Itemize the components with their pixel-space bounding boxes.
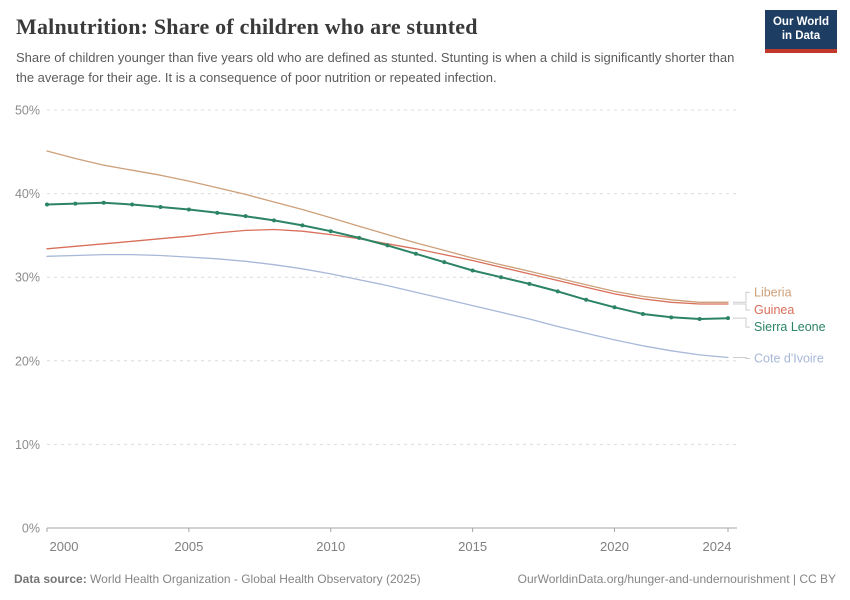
series-point-sierra-leone-2013 [413,251,418,256]
series-point-sierra-leone-2001 [73,201,78,206]
series-point-sierra-leone-2004 [158,204,163,209]
series-point-sierra-leone-2000 [45,202,49,207]
chart-header: Malnutrition: Share of children who are … [16,14,756,87]
series-label-cote-d-ivoire[interactable]: Cote d'Ivoire [754,351,824,365]
chart-canvas: 0% 10% 20% 30% 40% 50% 2000 2005 2010 2015 2020 202… [15,104,826,555]
series-point-sierra-leone-2002 [101,200,106,205]
x-tick-label-2020: 2020 [600,539,629,554]
label-connector-liberia [733,291,750,303]
y-tick-label-50: 50% [15,104,40,118]
x-tick-label-2000: 2000 [50,539,79,554]
data-source-text: World Health Organization - Global Healt… [86,572,421,586]
owid-logo[interactable]: Our World in Data [764,10,837,53]
x-tick-label-2024: 2024 [703,539,732,554]
data-source: Data source: World Health Organization -… [14,572,421,586]
y-tick-label-0: 0% [22,522,40,536]
line-chart: 0% 10% 20% 30% 40% 50% 2000 2005 2010 2015 2020 202… [0,95,850,565]
y-tick-label-20: 20% [15,354,40,368]
series-point-sierra-leone-2006 [215,210,220,215]
y-tick-label-40: 40% [15,187,40,201]
series-point-sierra-leone-2019 [584,297,589,302]
series-line-cote-d-ivoire[interactable] [46,253,729,359]
series-point-sierra-leone-2021 [640,311,645,316]
series-line-sierra-leone[interactable] [46,201,729,320]
series-point-sierra-leone-2024 [726,316,730,321]
series-point-sierra-leone-2003 [130,202,135,207]
page-title: Malnutrition: Share of children who are … [16,14,478,39]
series-point-sierra-leone-2010 [328,229,333,234]
page-subtitle: Share of children younger than five year… [16,50,735,85]
series-point-sierra-leone-2014 [442,260,447,265]
label-connector-guinea [733,303,750,311]
series-point-sierra-leone-2022 [669,315,674,320]
series-point-sierra-leone-2016 [499,275,503,280]
series-label-liberia[interactable]: Liberia [754,285,792,299]
chart-footer: Data source: World Health Organization -… [0,572,850,586]
label-connector-sierra-leone [733,317,750,328]
series-point-sierra-leone-2020 [612,305,617,310]
x-tick-label-2010: 2010 [316,539,345,554]
series-label-sierra-leone[interactable]: Sierra Leone [754,320,826,334]
y-tick-label-10: 10% [15,438,40,452]
series-point-sierra-leone-2005 [186,207,191,212]
x-tick-label-2005: 2005 [174,539,203,554]
series-point-sierra-leone-2018 [555,289,560,294]
footer-link[interactable]: OurWorldinData.org/hunger-and-undernouri… [517,572,836,586]
series-point-sierra-leone-2011 [357,235,362,240]
label-connector-cote-d-ivoire [733,356,750,359]
owid-logo-line2: in Data [781,29,821,42]
series-point-sierra-leone-2023 [697,317,702,321]
x-tick-label-2015: 2015 [458,539,487,554]
series-point-sierra-leone-2008 [272,218,276,223]
series-point-sierra-leone-2015 [470,268,475,273]
series-line-liberia[interactable] [46,150,729,303]
y-tick-label-30: 30% [15,271,40,285]
owid-logo-line1: Our World [772,16,829,28]
series-point-sierra-leone-2012 [385,243,390,248]
series-label-guinea[interactable]: Guinea [754,303,794,317]
series-point-sierra-leone-2017 [527,281,532,286]
data-source-label: Data source: [14,572,87,586]
series-point-sierra-leone-2009 [300,223,305,228]
series-point-sierra-leone-2007 [243,214,248,219]
